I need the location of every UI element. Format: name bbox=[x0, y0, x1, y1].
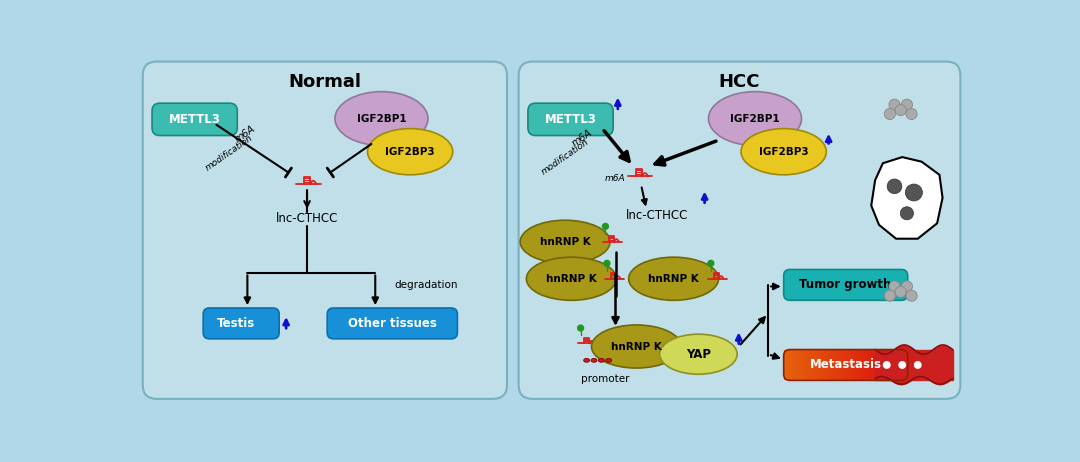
Bar bbox=[870, 350, 876, 380]
Bar bbox=[800, 350, 805, 380]
Bar bbox=[809, 350, 813, 380]
Text: METTL3: METTL3 bbox=[544, 113, 596, 126]
Bar bbox=[846, 350, 851, 380]
Bar bbox=[841, 350, 847, 380]
Circle shape bbox=[905, 184, 922, 201]
Circle shape bbox=[902, 281, 913, 292]
Bar bbox=[825, 350, 829, 380]
Bar bbox=[866, 350, 872, 380]
Circle shape bbox=[889, 281, 900, 292]
Text: IGF2BP1: IGF2BP1 bbox=[356, 114, 406, 123]
Bar bbox=[904, 350, 908, 380]
Bar bbox=[850, 350, 854, 380]
Bar bbox=[837, 350, 842, 380]
Circle shape bbox=[887, 179, 902, 194]
Text: HCC: HCC bbox=[719, 73, 760, 91]
Text: Normal: Normal bbox=[288, 73, 362, 91]
Text: lnc-CTHCC: lnc-CTHCC bbox=[275, 212, 338, 225]
Bar bbox=[875, 350, 879, 380]
Bar bbox=[787, 350, 793, 380]
Ellipse shape bbox=[660, 334, 738, 374]
Ellipse shape bbox=[629, 257, 718, 300]
Ellipse shape bbox=[335, 91, 428, 146]
Text: METTL3: METTL3 bbox=[168, 113, 220, 126]
Circle shape bbox=[906, 109, 917, 120]
Circle shape bbox=[885, 290, 895, 301]
Circle shape bbox=[885, 109, 895, 120]
Bar bbox=[887, 350, 892, 380]
Circle shape bbox=[889, 99, 900, 110]
Bar bbox=[821, 350, 826, 380]
FancyBboxPatch shape bbox=[203, 308, 279, 339]
Circle shape bbox=[895, 104, 906, 116]
Ellipse shape bbox=[741, 128, 826, 175]
Bar bbox=[862, 350, 867, 380]
Ellipse shape bbox=[708, 91, 801, 146]
FancyBboxPatch shape bbox=[143, 61, 507, 399]
Text: hnRNP K: hnRNP K bbox=[546, 274, 597, 284]
Text: Metastasis: Metastasis bbox=[810, 359, 881, 371]
Bar bbox=[854, 350, 859, 380]
Polygon shape bbox=[872, 157, 943, 239]
Bar bbox=[900, 350, 904, 380]
Text: degradation: degradation bbox=[394, 280, 458, 290]
Text: hnRNP K: hnRNP K bbox=[611, 341, 662, 352]
Text: modification: modification bbox=[204, 133, 255, 172]
Text: Testis: Testis bbox=[217, 317, 255, 330]
FancyBboxPatch shape bbox=[327, 308, 458, 339]
Text: hnRNP K: hnRNP K bbox=[648, 274, 699, 284]
Bar bbox=[805, 350, 809, 380]
Ellipse shape bbox=[367, 128, 453, 175]
Circle shape bbox=[604, 261, 610, 266]
Circle shape bbox=[578, 325, 583, 331]
Text: m6A: m6A bbox=[233, 123, 257, 145]
Text: IGF2BP3: IGF2BP3 bbox=[386, 147, 435, 157]
Text: promoter: promoter bbox=[581, 374, 630, 384]
Bar bbox=[859, 350, 863, 380]
Bar bbox=[796, 350, 801, 380]
Circle shape bbox=[901, 207, 914, 220]
Bar bbox=[816, 350, 822, 380]
Bar bbox=[882, 350, 888, 380]
Ellipse shape bbox=[606, 359, 611, 362]
Bar bbox=[812, 350, 818, 380]
FancyBboxPatch shape bbox=[784, 269, 907, 300]
Text: hnRNP K: hnRNP K bbox=[540, 237, 591, 247]
Bar bbox=[792, 350, 797, 380]
Text: Other tissues: Other tissues bbox=[348, 317, 436, 330]
FancyBboxPatch shape bbox=[518, 61, 960, 399]
FancyBboxPatch shape bbox=[528, 103, 613, 135]
Ellipse shape bbox=[592, 325, 681, 368]
Circle shape bbox=[707, 261, 714, 266]
Text: YAP: YAP bbox=[686, 348, 711, 361]
Circle shape bbox=[906, 290, 917, 301]
Bar bbox=[891, 350, 896, 380]
Text: modification: modification bbox=[540, 137, 591, 177]
Circle shape bbox=[603, 224, 608, 229]
Text: lnc-CTHCC: lnc-CTHCC bbox=[625, 209, 688, 222]
Bar bbox=[784, 350, 788, 380]
Bar bbox=[829, 350, 834, 380]
Bar bbox=[834, 350, 838, 380]
Circle shape bbox=[899, 362, 905, 368]
Text: m6A: m6A bbox=[605, 174, 625, 183]
Ellipse shape bbox=[526, 257, 617, 300]
Ellipse shape bbox=[591, 359, 597, 362]
FancyBboxPatch shape bbox=[152, 103, 238, 135]
Circle shape bbox=[902, 99, 913, 110]
Ellipse shape bbox=[583, 359, 590, 362]
Circle shape bbox=[883, 362, 890, 368]
Ellipse shape bbox=[521, 220, 610, 263]
Text: IGF2BP3: IGF2BP3 bbox=[759, 147, 809, 157]
Circle shape bbox=[895, 286, 906, 298]
Bar bbox=[879, 350, 883, 380]
Text: IGF2BP1: IGF2BP1 bbox=[730, 114, 780, 123]
Bar bbox=[895, 350, 901, 380]
Ellipse shape bbox=[598, 359, 605, 362]
Text: Tumor growth: Tumor growth bbox=[799, 279, 892, 292]
Circle shape bbox=[915, 362, 921, 368]
Text: m6A: m6A bbox=[570, 128, 594, 149]
